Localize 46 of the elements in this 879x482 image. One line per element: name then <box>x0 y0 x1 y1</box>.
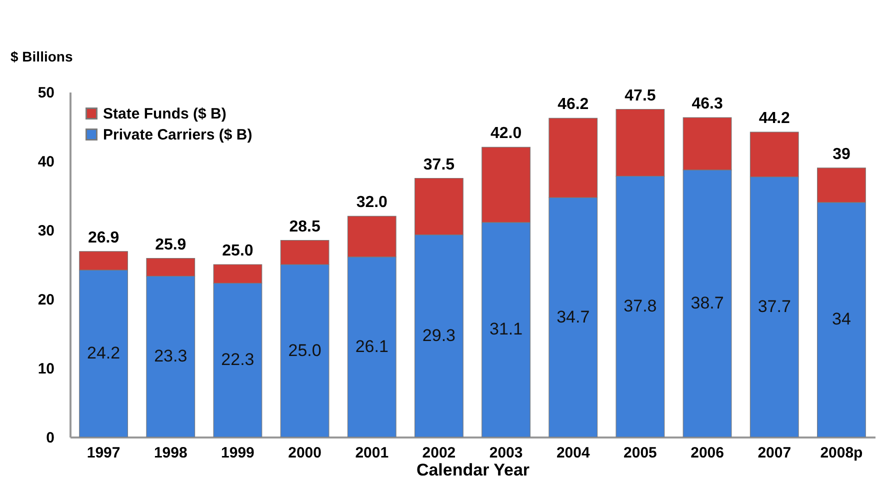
legend-label: State Funds ($ B) <box>103 106 226 122</box>
total-label: 28.5 <box>289 218 320 236</box>
x-tick-label: 1998 <box>154 444 188 462</box>
y-tick-label: 0 <box>46 430 54 446</box>
data-label: 29.3 <box>422 326 456 345</box>
total-label: 25.0 <box>222 242 254 260</box>
x-tick-label: 2008p <box>820 444 863 462</box>
data-label: 23.3 <box>154 346 188 366</box>
y-tick-label: 30 <box>38 222 54 240</box>
data-label: 37.8 <box>624 296 657 316</box>
x-tick-label: 1999 <box>221 444 254 462</box>
x-tick-label: 2004 <box>556 444 590 462</box>
x-axis-title: Calendar Year <box>416 460 530 480</box>
legend-label: Private Carriers ($ B) <box>103 126 252 144</box>
x-tick-label: 1997 <box>86 444 120 462</box>
y-tick-label: 10 <box>38 360 54 378</box>
y-tick-label: 50 <box>38 84 54 102</box>
x-tick-label: 2000 <box>288 444 322 462</box>
x-tick-label: 2007 <box>758 444 792 462</box>
total-label: 32.0 <box>356 194 388 212</box>
total-label: 46.3 <box>692 96 723 113</box>
y-tick-label: 20 <box>38 292 54 308</box>
x-tick-label: 2005 <box>624 444 657 462</box>
data-label: 34 <box>832 310 851 329</box>
total-label: 42.0 <box>490 125 522 142</box>
data-label: 34.7 <box>556 307 590 326</box>
total-label: 44.2 <box>758 110 790 128</box>
x-tick-label: 2003 <box>489 444 523 462</box>
x-tick-label: 2001 <box>355 444 389 462</box>
total-label: 26.9 <box>88 229 120 246</box>
x-tick-label: 2006 <box>690 444 724 462</box>
total-label: 47.5 <box>624 87 656 104</box>
data-label: 24.2 <box>86 344 120 363</box>
data-label: 26.1 <box>355 336 388 356</box>
data-label: 31.1 <box>489 320 523 339</box>
y-axis-title: $ Billions <box>10 48 73 64</box>
data-label: 37.7 <box>758 296 791 316</box>
total-label: 39 <box>832 146 850 163</box>
x-tick-label: 2002 <box>422 444 456 462</box>
total-label: 46.2 <box>558 96 589 114</box>
data-label: 22.3 <box>221 350 254 370</box>
data-label: 38.7 <box>690 293 724 312</box>
total-label: 37.5 <box>423 156 455 174</box>
data-label: 25.0 <box>288 340 322 360</box>
total-label: 25.9 <box>155 236 186 254</box>
y-tick-label: 40 <box>38 154 54 170</box>
